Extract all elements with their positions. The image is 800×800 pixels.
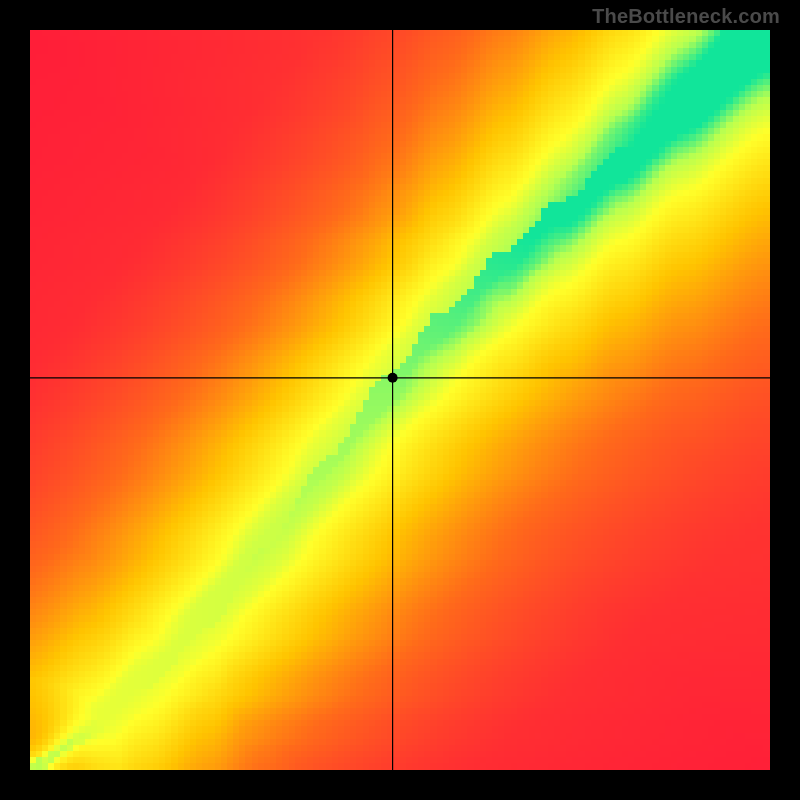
chart-container: TheBottleneck.com xyxy=(0,0,800,800)
heatmap-canvas xyxy=(30,30,770,770)
plot-area xyxy=(30,30,770,770)
watermark-text: TheBottleneck.com xyxy=(592,6,780,29)
